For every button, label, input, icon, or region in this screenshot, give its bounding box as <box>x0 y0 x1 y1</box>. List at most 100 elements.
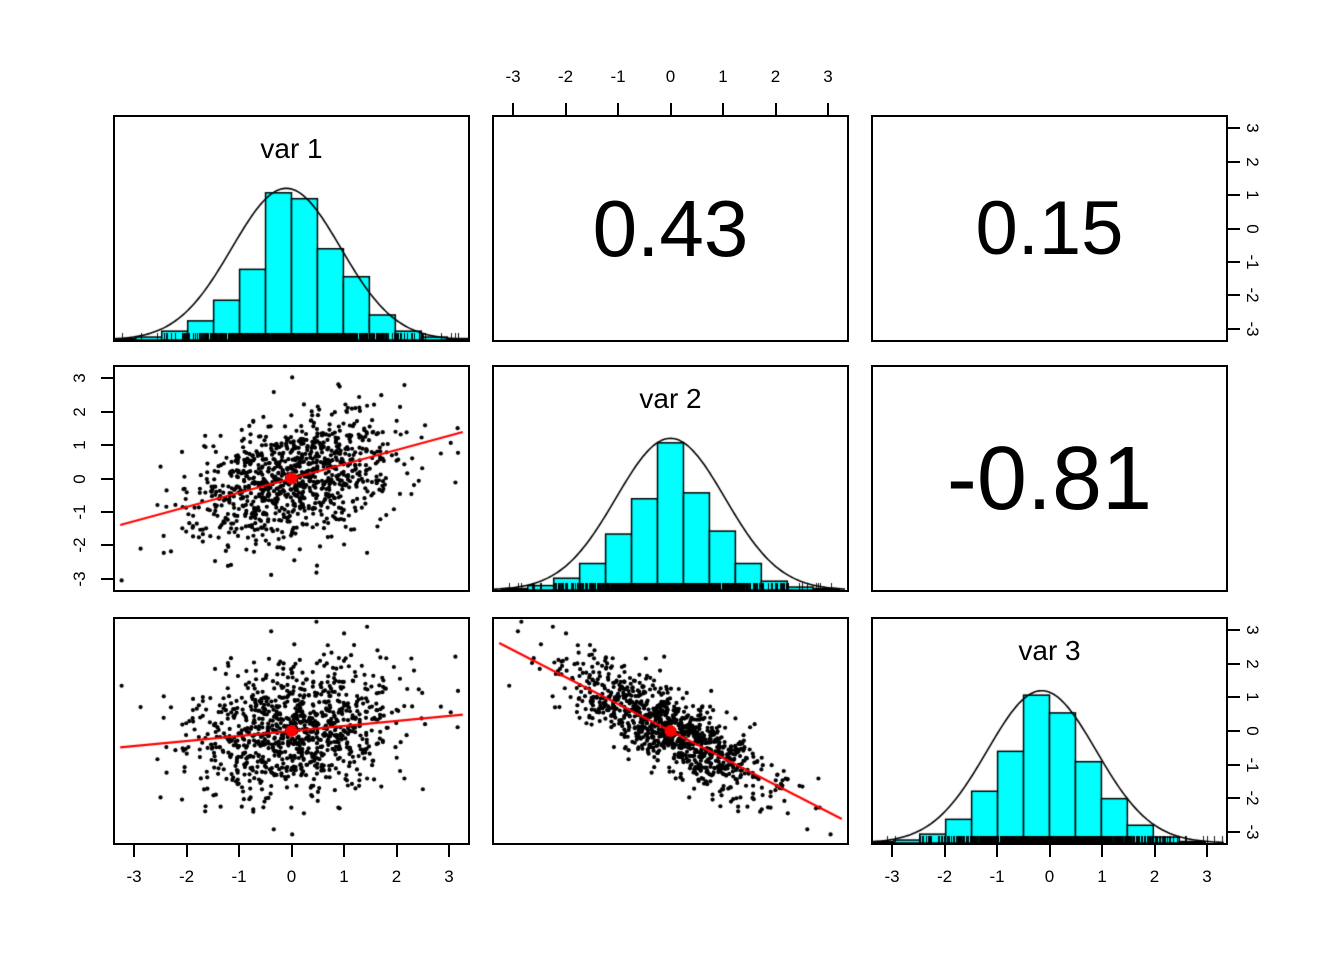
tick-mark <box>564 103 567 115</box>
tick-mark <box>774 103 777 115</box>
tick-mark <box>1206 845 1208 857</box>
panel-correlation-var1-var2: 0.43 <box>492 115 849 342</box>
tick-label: 3 <box>70 373 89 384</box>
tick-label: -1 <box>70 504 89 520</box>
tick-label: -2 <box>936 867 953 886</box>
tick-label: 0 <box>1243 223 1262 234</box>
tick-label: 3 <box>1202 867 1212 886</box>
tick-mark <box>238 845 240 857</box>
scatter-var1-var3-canvas <box>115 619 468 843</box>
tick-mark <box>101 410 113 413</box>
tick-mark <box>1228 662 1240 665</box>
tick-mark <box>1228 327 1240 330</box>
correlation-value-var2-var3: -0.81 <box>946 428 1153 529</box>
tick-mark <box>669 103 672 115</box>
tick-label: -3 <box>1243 321 1262 337</box>
panel-hist-var2: var 2 <box>492 365 849 592</box>
tick-mark <box>891 845 893 857</box>
histogram-var2-canvas <box>494 367 847 590</box>
tick-mark <box>1228 763 1240 766</box>
tick-label: 1 <box>718 67 728 86</box>
tick-label: 3 <box>1243 123 1262 134</box>
tick-mark <box>996 845 998 857</box>
tick-label: 0 <box>1243 726 1262 736</box>
tick-mark <box>1228 294 1240 297</box>
tick-label: 0 <box>1044 867 1055 886</box>
tick-mark <box>101 444 113 447</box>
tick-mark <box>1228 696 1240 699</box>
correlation-panel-content: -0.81 <box>873 367 1226 590</box>
tick-mark <box>101 544 113 547</box>
panel-correlation-var2-var3: -0.81 <box>871 365 1228 592</box>
tick-mark <box>1228 260 1240 263</box>
tick-mark <box>943 845 946 857</box>
tick-label: -3 <box>126 867 142 886</box>
tick-label: 2 <box>70 407 89 417</box>
tick-label: -3 <box>70 571 89 587</box>
tick-label: 1 <box>1243 692 1262 703</box>
tick-mark <box>1153 845 1156 857</box>
tick-label: 2 <box>1243 659 1262 669</box>
panel-correlation-var1-var3: 0.15 <box>871 115 1228 342</box>
panel-hist-var3: var 3 <box>871 617 1228 845</box>
tick-mark <box>101 477 113 480</box>
tick-label: 0 <box>70 473 89 484</box>
scatter-var1-var2-canvas <box>115 367 468 590</box>
tick-label: 2 <box>770 67 781 86</box>
tick-label: -1 <box>231 867 247 886</box>
tick-mark <box>1228 797 1240 800</box>
tick-label: 0 <box>665 67 676 86</box>
tick-label: -1 <box>1243 254 1262 270</box>
tick-mark <box>1228 830 1240 833</box>
panel-scatter-var2-var3 <box>492 617 849 845</box>
tick-label: 2 <box>1243 157 1262 167</box>
tick-label: 2 <box>1149 867 1160 886</box>
hist-title-var2: var 2 <box>639 383 702 414</box>
tick-mark <box>1228 730 1240 732</box>
scatter-var2-var3-canvas <box>494 619 847 843</box>
tick-label: 2 <box>391 867 402 886</box>
tick-label: 1 <box>1243 190 1262 200</box>
tick-mark <box>133 845 135 857</box>
tick-label: 1 <box>70 440 89 450</box>
tick-mark <box>1228 160 1240 163</box>
tick-mark <box>448 845 450 857</box>
tick-label: 1 <box>339 867 349 886</box>
tick-mark <box>1228 127 1240 130</box>
tick-label: -2 <box>70 537 89 553</box>
tick-mark <box>101 577 113 580</box>
tick-mark <box>827 103 829 115</box>
tick-label: -3 <box>505 67 521 86</box>
tick-label: -2 <box>178 867 195 886</box>
tick-label: -1 <box>989 867 1005 886</box>
tick-mark <box>722 103 724 115</box>
tick-mark <box>343 845 345 857</box>
tick-mark <box>1048 845 1051 857</box>
tick-mark <box>1228 227 1240 230</box>
tick-mark <box>1228 194 1240 197</box>
tick-label: 3 <box>444 867 454 886</box>
hist-title-var3: var 3 <box>1018 635 1081 666</box>
tick-label: -3 <box>884 867 900 886</box>
tick-mark <box>101 377 113 380</box>
correlation-panel-content: 0.15 <box>873 117 1226 340</box>
correlation-panel-content: 0.43 <box>494 117 847 340</box>
tick-label: -1 <box>1243 756 1262 773</box>
tick-label: -1 <box>610 67 626 86</box>
panel-scatter-var1-var2 <box>113 365 470 592</box>
correlation-value-var1-var3: 0.15 <box>975 185 1124 271</box>
hist-title-var1: var 1 <box>260 133 323 164</box>
panel-scatter-var1-var3 <box>113 617 470 845</box>
tick-label: -3 <box>1243 824 1262 840</box>
tick-label: -2 <box>1243 287 1262 303</box>
tick-label: 3 <box>823 67 833 86</box>
tick-mark <box>617 103 619 115</box>
tick-mark <box>290 845 293 857</box>
tick-label: 3 <box>1243 625 1262 636</box>
correlation-value-var1-var2: 0.43 <box>592 183 749 273</box>
tick-mark <box>1228 629 1240 632</box>
tick-label: -2 <box>557 67 574 86</box>
tick-label: -2 <box>1243 790 1262 806</box>
tick-mark <box>101 510 113 513</box>
